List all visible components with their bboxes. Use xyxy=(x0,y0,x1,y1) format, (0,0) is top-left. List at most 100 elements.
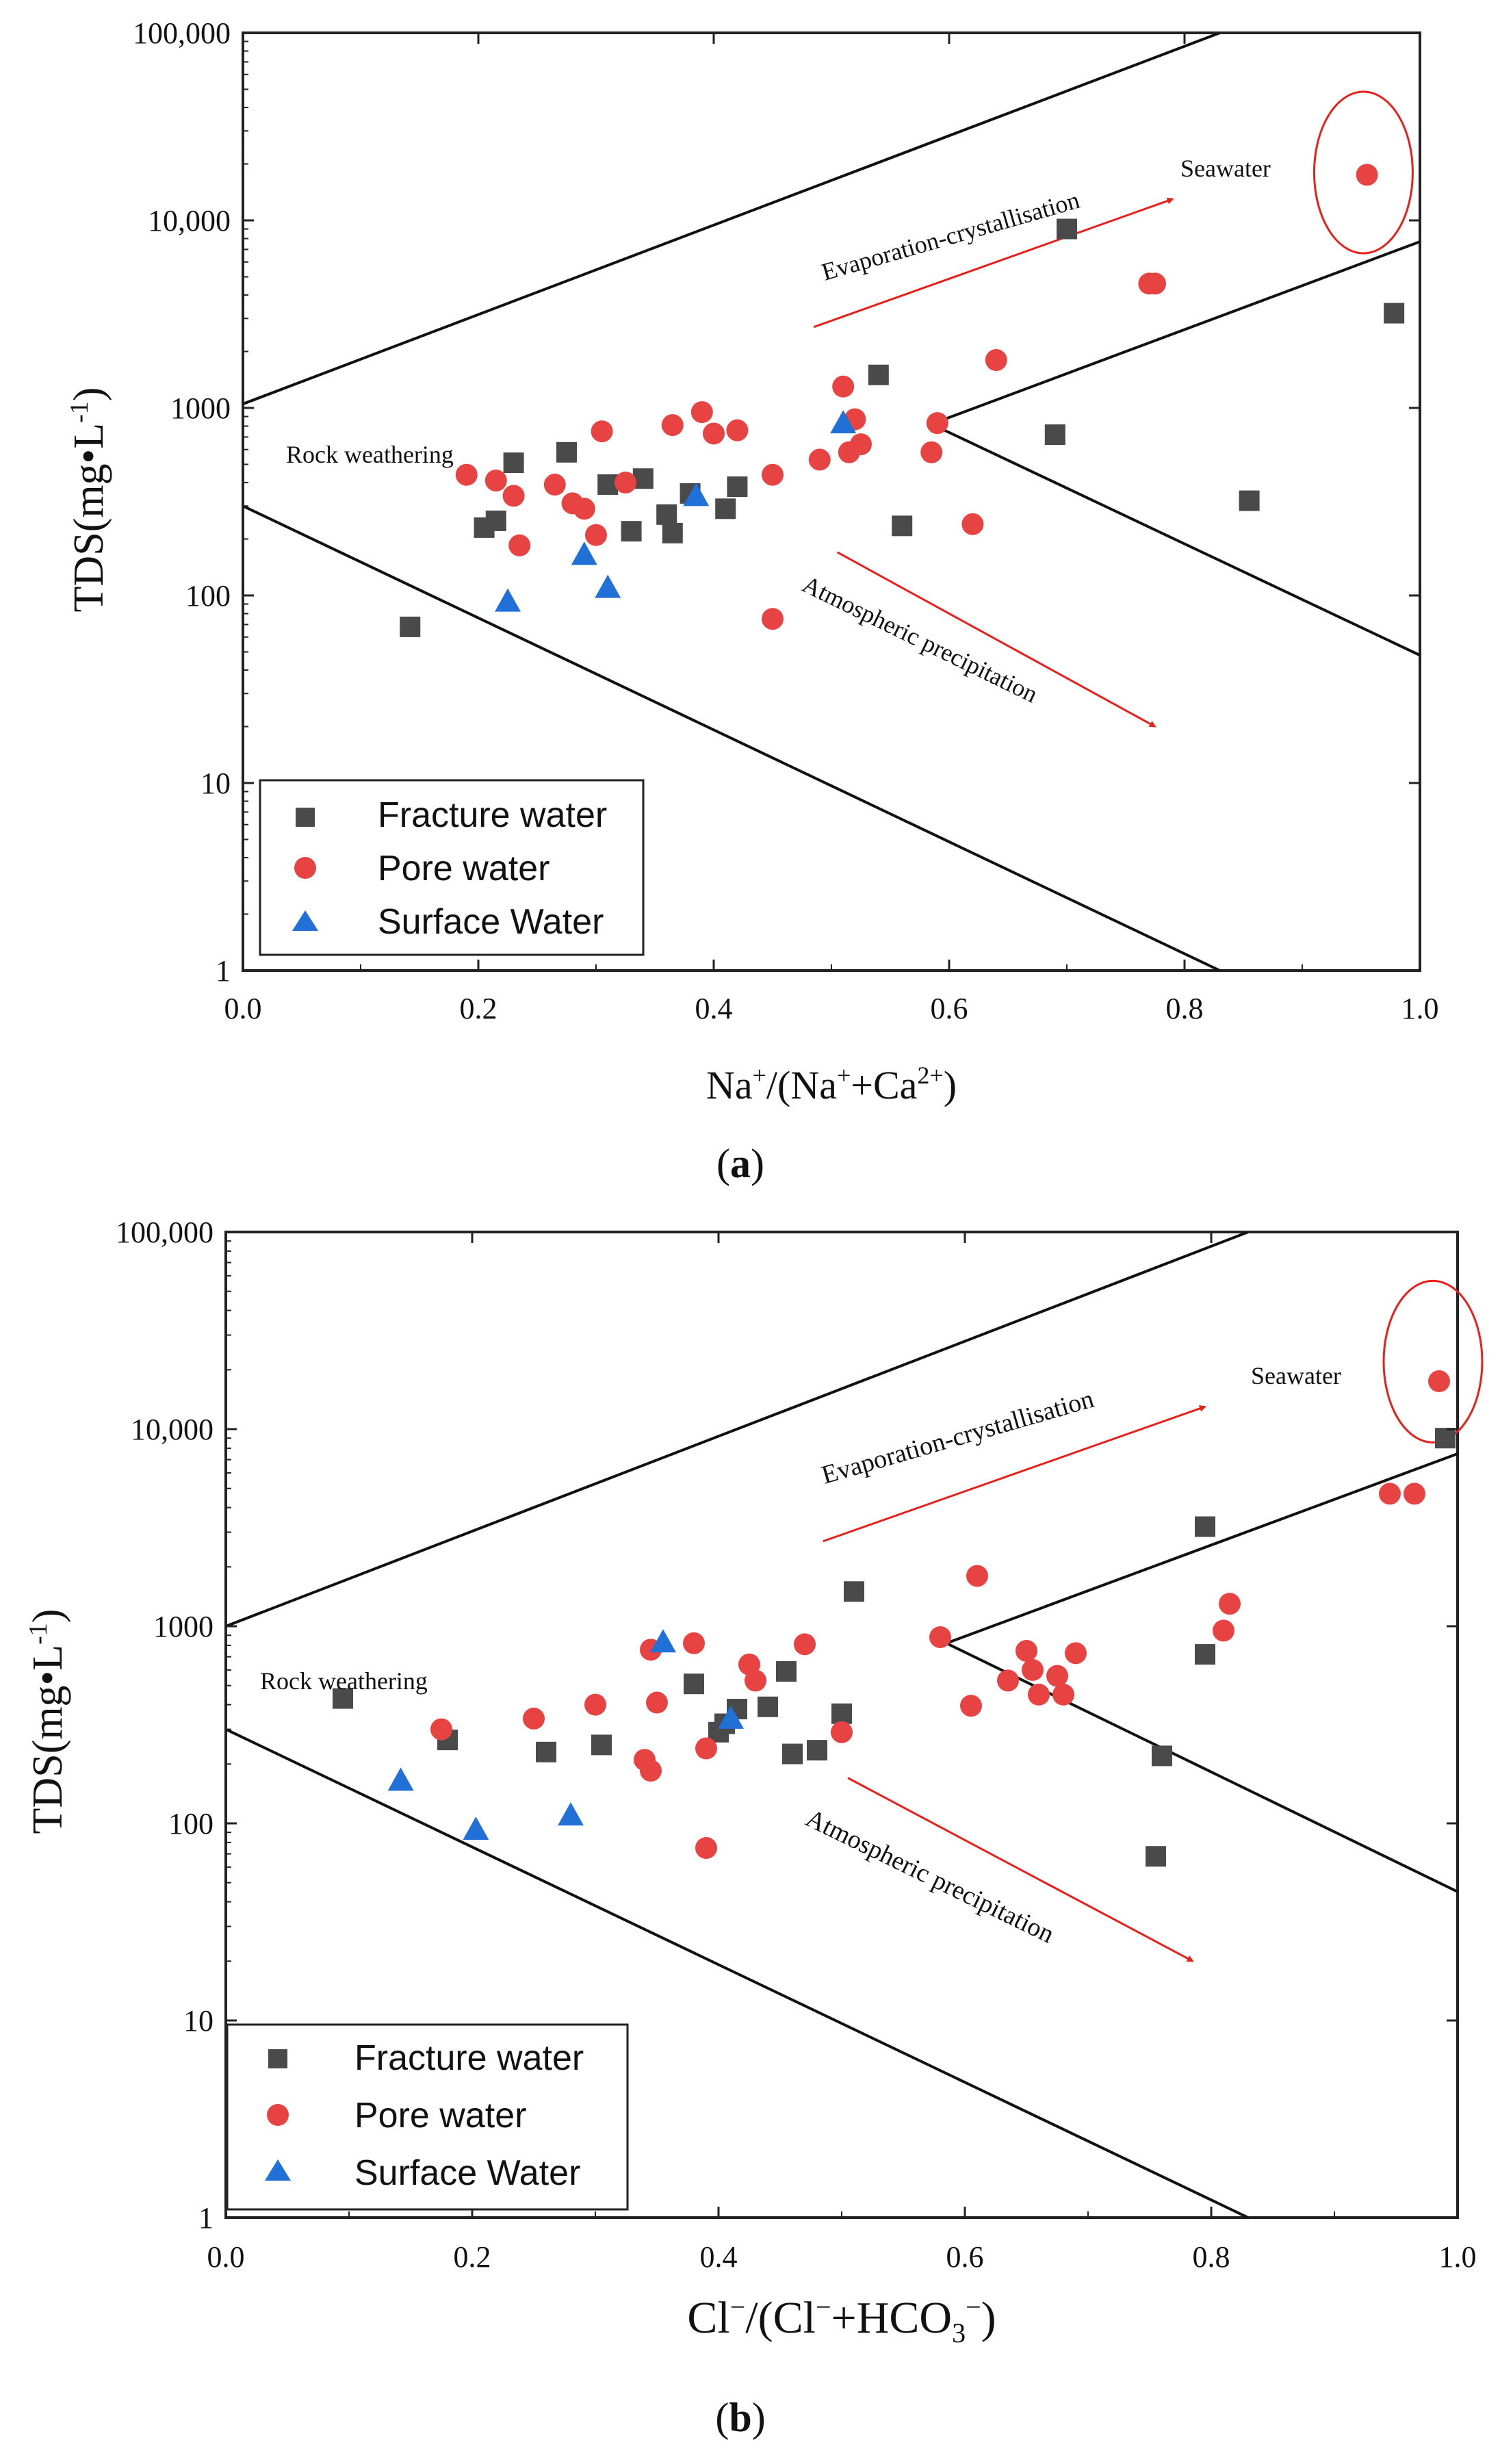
fracture-water-point xyxy=(892,515,913,537)
annotation-atmospheric-precipitation: Atmospheric precipitation xyxy=(801,1804,1059,1949)
boundary-line xyxy=(931,240,1420,426)
pore-water-point xyxy=(808,448,831,471)
pore-water-point xyxy=(615,472,636,494)
pore-water-point xyxy=(831,1721,853,1743)
fracture-water-point xyxy=(1435,1428,1456,1449)
x-tick-label: 0.8 xyxy=(1193,2240,1230,2274)
y-tick-label: 100,000 xyxy=(133,16,231,50)
trend-arrows xyxy=(813,197,1174,728)
pore-water-point xyxy=(726,419,749,441)
pore-water-point xyxy=(762,463,784,486)
y-tick-label: 100 xyxy=(168,1807,214,1840)
boundary-line xyxy=(243,33,1221,406)
fracture-water-point xyxy=(597,474,619,496)
y-axis-title: TDS(mg•L-1) xyxy=(65,387,112,613)
legend-fracture-water-label: Fracture water xyxy=(378,795,607,835)
x-tick-label: 0.2 xyxy=(460,992,497,1025)
pore-water-point xyxy=(1356,164,1378,186)
y-axis-title: TDS(mg•L-1) xyxy=(24,1609,71,1834)
pore-water-point xyxy=(966,1565,988,1587)
pore-water-point xyxy=(584,1693,606,1716)
seawater-ellipse xyxy=(1312,90,1414,255)
boundary-line xyxy=(226,1728,1249,2218)
x-tick-label: 0.8 xyxy=(1166,992,1204,1025)
pore-water-point xyxy=(573,498,595,520)
legend-fracture-water-marker xyxy=(296,808,315,827)
legend-pore-water-marker xyxy=(294,857,316,879)
fracture-water-point xyxy=(868,364,889,385)
pore-water-point xyxy=(585,524,607,546)
pore-water-point xyxy=(1404,1483,1425,1505)
pore-water-point xyxy=(646,1691,668,1714)
pore-water-point xyxy=(661,414,684,437)
fracture-water-point xyxy=(556,441,577,463)
y-tick-label: 10,000 xyxy=(131,1413,214,1446)
legend-fracture-water-marker xyxy=(268,2049,287,2068)
annotation-evaporation-crystallisation: Evaporation-crystallisation xyxy=(818,186,1083,286)
chart-panel-b: 0.0 0.2 0.4 0.6 0.8 1.0 1 10 100 1000 10,000 100,0… xyxy=(24,1216,1484,2440)
fracture-water-point xyxy=(1044,424,1065,446)
legend-fracture-water-label: Fracture water xyxy=(354,2038,584,2078)
pore-water-point xyxy=(1219,1593,1241,1615)
pore-water-point xyxy=(961,513,984,535)
y-tick-label: 1000 xyxy=(153,1610,214,1643)
x-axis-title: Na+/(Na++Ca2+) xyxy=(706,1062,957,1107)
pore-water-point xyxy=(762,608,784,630)
chart-panel-a: 0.0 0.2 0.4 0.6 0.8 1.0 1 10 100 1000 10,000 100,0… xyxy=(65,16,1439,1186)
x-tick-label: 0.4 xyxy=(700,2240,738,2274)
pore-water-point xyxy=(1052,1683,1074,1706)
pore-water-point xyxy=(703,422,725,445)
fracture-water-point xyxy=(831,1703,852,1724)
fracture-water-point xyxy=(782,1743,803,1764)
panel-label-a: (a) xyxy=(716,1141,764,1186)
pore-water-point xyxy=(690,401,713,424)
boundary-lines xyxy=(226,1232,1458,2218)
seawater-ellipse-shape xyxy=(1382,1279,1484,1443)
surface-water-point xyxy=(650,1629,676,1653)
x-tick-label: 0.6 xyxy=(946,2240,984,2274)
y-axis-ticks: 1 10 100 1000 10,000 100,000 xyxy=(133,16,1420,988)
fracture-water-point xyxy=(684,1673,704,1695)
trend-arrow xyxy=(847,1777,1194,1962)
fracture-water-point xyxy=(1057,218,1077,240)
fracture-water-point xyxy=(1152,1745,1172,1767)
panel-label-b: (b) xyxy=(715,2395,765,2440)
surface-water-point xyxy=(571,541,597,565)
fracture-water-point xyxy=(844,1581,864,1602)
x-tick-label: 0.0 xyxy=(207,2240,245,2274)
pore-water-point xyxy=(591,420,613,443)
legend-surface-water-marker xyxy=(265,2159,291,2181)
x-axis-title: Cl−/(Cl−+HCO3−) xyxy=(687,2292,996,2348)
boundary-line xyxy=(243,504,1221,971)
data-points xyxy=(333,1370,1456,1867)
pore-water-point xyxy=(523,1707,545,1730)
x-axis-ticks: 0.0 0.2 0.4 0.6 0.8 1.0 xyxy=(224,33,1439,1025)
annotation-rock-weathering: Rock weathering xyxy=(286,441,454,468)
trend-arrow xyxy=(813,197,1174,329)
pore-water-point xyxy=(920,441,943,463)
fracture-water-point xyxy=(758,1696,778,1717)
legend-surface-water-label: Surface Water xyxy=(354,2153,580,2193)
fracture-water-point xyxy=(485,510,506,531)
surface-water-point xyxy=(683,483,710,506)
boundary-line xyxy=(931,422,1420,657)
fracture-water-point xyxy=(400,616,421,637)
fracture-water-point xyxy=(1195,1644,1215,1665)
surface-water-point xyxy=(830,410,857,434)
legend-surface-water-marker xyxy=(292,910,318,931)
x-tick-label: 0.2 xyxy=(454,2240,491,2274)
y-tick-label: 1 xyxy=(198,2201,214,2235)
pore-water-point xyxy=(543,474,566,496)
x-tick-label: 0.6 xyxy=(931,992,968,1025)
y-axis-ticks: 1 10 100 1000 10,000 100,000 xyxy=(116,1216,1458,2235)
annotation-rock-weathering: Rock weathering xyxy=(260,1667,428,1695)
fracture-water-point xyxy=(1239,490,1260,511)
surface-water-point xyxy=(718,1705,744,1729)
trend-arrows xyxy=(823,1405,1206,1962)
pore-water-point xyxy=(508,534,531,556)
legend-surface-water-label: Surface Water xyxy=(378,902,604,942)
y-tick-label: 10,000 xyxy=(148,204,231,238)
pore-water-point xyxy=(455,463,478,486)
fracture-water-point xyxy=(632,468,654,489)
